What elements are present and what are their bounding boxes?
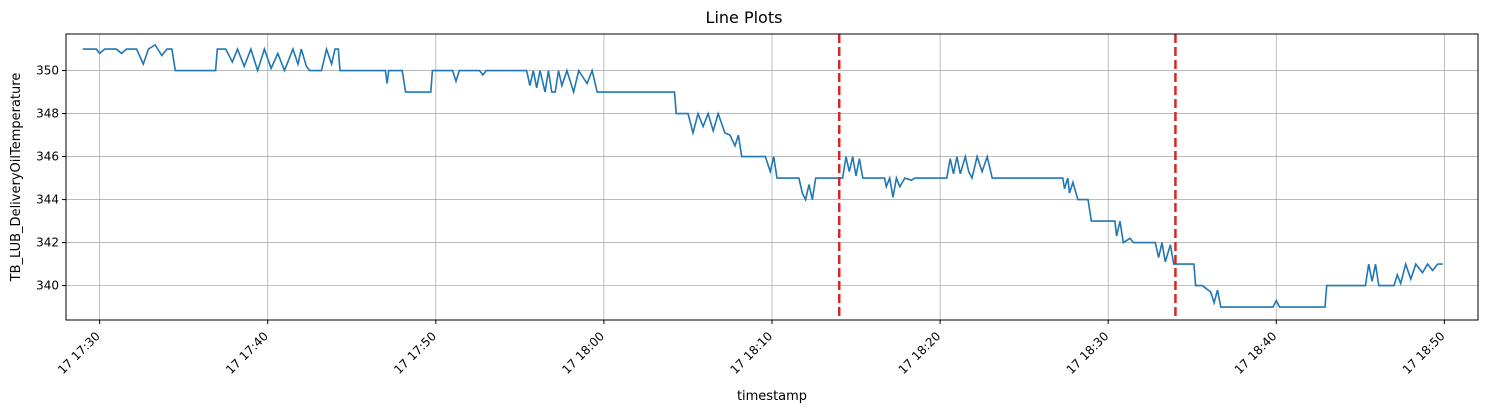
x-tick-label: 17 18:40 [1232,329,1280,377]
y-tick-label: 342 [36,236,59,250]
x-tick-label: 17 18:10 [727,329,775,377]
x-tick-label: 17 18:50 [1400,329,1448,377]
series-line [82,43,1443,308]
x-tick-label: 17 18:20 [896,329,944,377]
y-axis-ticks: 340 342 344 346 348 350 [36,64,66,293]
x-axis-ticks: 17 17:30 17 17:40 17 17:50 17 18:00 17 18:10… [55,320,1448,377]
reference-lines [837,34,1177,320]
series-layer [82,43,1443,308]
x-tick-label: 17 18:30 [1064,329,1112,377]
y-tick-label: 348 [36,107,59,121]
y-tick-label: 350 [36,64,59,78]
y-tick-label: 346 [36,150,59,164]
x-tick-label: 17 17:30 [55,329,103,377]
x-tick-label: 17 17:50 [391,329,439,377]
grid-lines [66,34,1478,320]
y-tick-label: 340 [36,279,59,293]
y-axis-label: TB_LUB_DeliveryOilTemperature [9,73,24,283]
x-tick-label: 17 17:40 [223,329,271,377]
y-tick-label: 344 [36,193,59,207]
x-axis-label: timestamp [737,389,807,404]
x-tick-label: 17 18:00 [559,329,607,377]
chart-title: Line Plots [706,8,783,27]
